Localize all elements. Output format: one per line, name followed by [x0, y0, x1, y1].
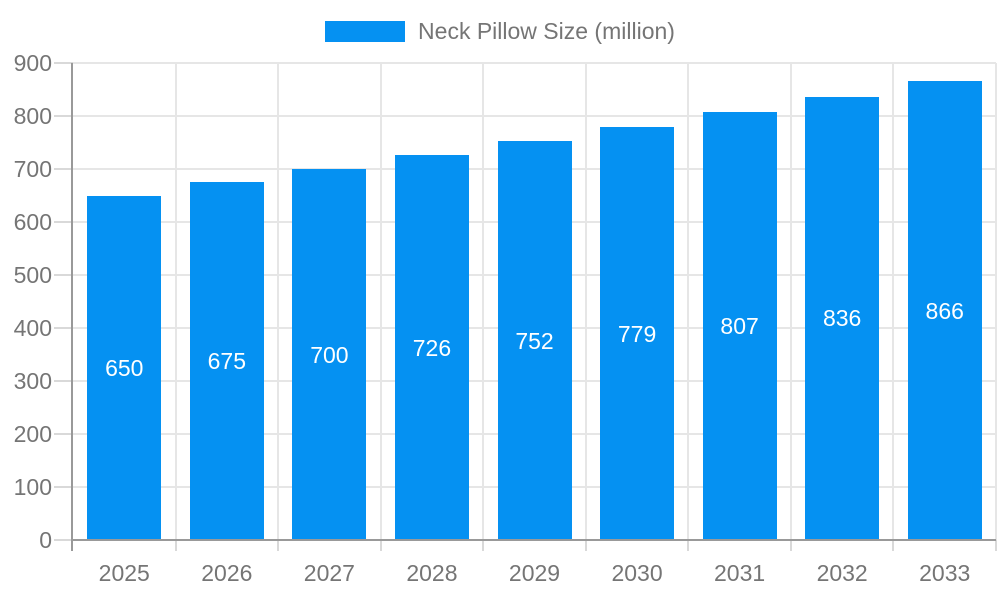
- bar[interactable]: [497, 141, 572, 540]
- bar[interactable]: [189, 182, 264, 540]
- y-axis-tick: [54, 327, 73, 329]
- x-axis-tick: [995, 540, 997, 551]
- gridline-vertical: [584, 63, 587, 540]
- x-axis-line: [71, 539, 996, 541]
- y-axis-tick-label: 100: [13, 474, 52, 500]
- bar-value-label: 836: [822, 305, 862, 332]
- x-axis-tick-label: 2025: [98, 560, 150, 586]
- y-axis-tick-label: 400: [13, 315, 52, 341]
- x-axis-tick: [277, 540, 280, 551]
- y-axis-tick: [54, 62, 73, 64]
- legend-swatch-icon: [325, 20, 406, 42]
- x-axis-tick-label: 2031: [714, 560, 766, 586]
- legend-label: Neck Pillow Size (million): [418, 17, 675, 44]
- y-axis-tick: [54, 168, 73, 170]
- x-axis-tick-label: 2029: [508, 560, 561, 586]
- y-axis-tick-label: 500: [13, 262, 52, 288]
- legend[interactable]: Neck Pillow Size (million): [0, 0, 1000, 62]
- y-axis-tick-label: 700: [13, 156, 52, 182]
- x-axis-tick-label: 2026: [201, 560, 253, 586]
- gridline-vertical: [789, 63, 792, 540]
- gridline-vertical: [277, 63, 280, 540]
- y-axis-tick-label: 0: [39, 527, 52, 553]
- bar-value-label: 866: [925, 297, 964, 324]
- y-axis-line: [71, 63, 73, 551]
- x-axis-tick: [789, 540, 792, 551]
- bar[interactable]: [394, 155, 469, 540]
- gridline-vertical: [892, 63, 895, 540]
- x-axis-tick: [584, 540, 587, 551]
- y-axis-tick: [54, 380, 73, 382]
- y-axis-tick: [54, 115, 73, 117]
- bar[interactable]: [292, 169, 367, 540]
- bar[interactable]: [702, 112, 777, 540]
- y-axis-tick: [54, 221, 73, 223]
- gridline-horizontal: [73, 62, 996, 64]
- gridline-vertical: [687, 63, 690, 540]
- bar-value-label: 807: [720, 313, 759, 340]
- y-axis-tick: [54, 486, 73, 488]
- bar-value-label: 700: [310, 341, 349, 368]
- y-axis-tick-label: 600: [13, 209, 52, 235]
- y-axis-tick: [54, 433, 73, 435]
- y-axis-tick-label: 900: [13, 50, 52, 76]
- bar-value-label: 752: [515, 327, 554, 354]
- y-axis-tick-label: 800: [13, 103, 52, 129]
- x-axis-tick-label: 2032: [816, 560, 868, 586]
- y-axis-tick: [54, 274, 73, 276]
- bar-value-label: 675: [207, 348, 247, 375]
- bar-value-label: 779: [617, 320, 657, 347]
- y-axis-tick-label: 300: [13, 368, 52, 394]
- x-axis-tick-label: 2028: [406, 560, 458, 586]
- x-axis-tick: [892, 540, 895, 551]
- y-axis-tick: [54, 539, 73, 541]
- bar[interactable]: [805, 96, 880, 540]
- x-axis-tick: [379, 540, 382, 551]
- gridline-vertical: [174, 63, 177, 540]
- gridline-vertical: [379, 63, 382, 540]
- bar-value-label: 726: [412, 334, 452, 361]
- gridline-horizontal: [73, 115, 996, 117]
- y-axis-tick-label: 200: [13, 421, 52, 447]
- x-axis-tick: [687, 540, 690, 551]
- bar[interactable]: [87, 195, 162, 540]
- x-axis-tick-label: 2030: [611, 560, 663, 586]
- bar[interactable]: [907, 81, 982, 540]
- x-axis-tick-label: 2033: [919, 560, 971, 586]
- x-axis-tick: [174, 540, 177, 551]
- gridline-vertical: [482, 63, 485, 540]
- x-axis-tick: [482, 540, 485, 551]
- x-axis-tick-label: 2027: [303, 560, 355, 586]
- bar[interactable]: [600, 127, 675, 540]
- gridline-vertical: [995, 63, 997, 540]
- bar-value-label: 650: [105, 354, 144, 381]
